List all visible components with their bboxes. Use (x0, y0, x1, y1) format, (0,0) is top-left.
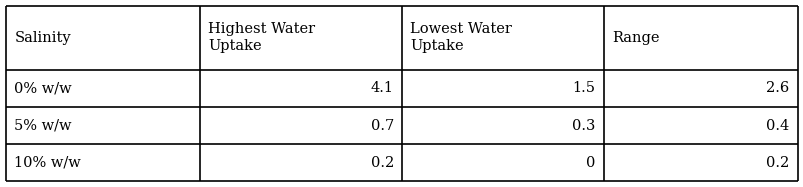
Text: 0.2: 0.2 (370, 156, 393, 170)
Text: 1.5: 1.5 (572, 81, 595, 95)
Text: 5% w/w: 5% w/w (14, 119, 72, 133)
Text: Salinity: Salinity (14, 31, 71, 45)
Text: Highest Water
Uptake: Highest Water Uptake (208, 22, 315, 53)
Text: 0% w/w: 0% w/w (14, 81, 72, 95)
Text: 0.4: 0.4 (765, 119, 789, 133)
Text: 2.6: 2.6 (765, 81, 789, 95)
Text: 0.7: 0.7 (370, 119, 393, 133)
Text: 4.1: 4.1 (370, 81, 393, 95)
Text: 0.2: 0.2 (765, 156, 789, 170)
Text: Lowest Water
Uptake: Lowest Water Uptake (410, 22, 512, 53)
Text: 0: 0 (585, 156, 595, 170)
Text: 0.3: 0.3 (572, 119, 595, 133)
Text: 10% w/w: 10% w/w (14, 156, 81, 170)
Text: Range: Range (611, 31, 658, 45)
